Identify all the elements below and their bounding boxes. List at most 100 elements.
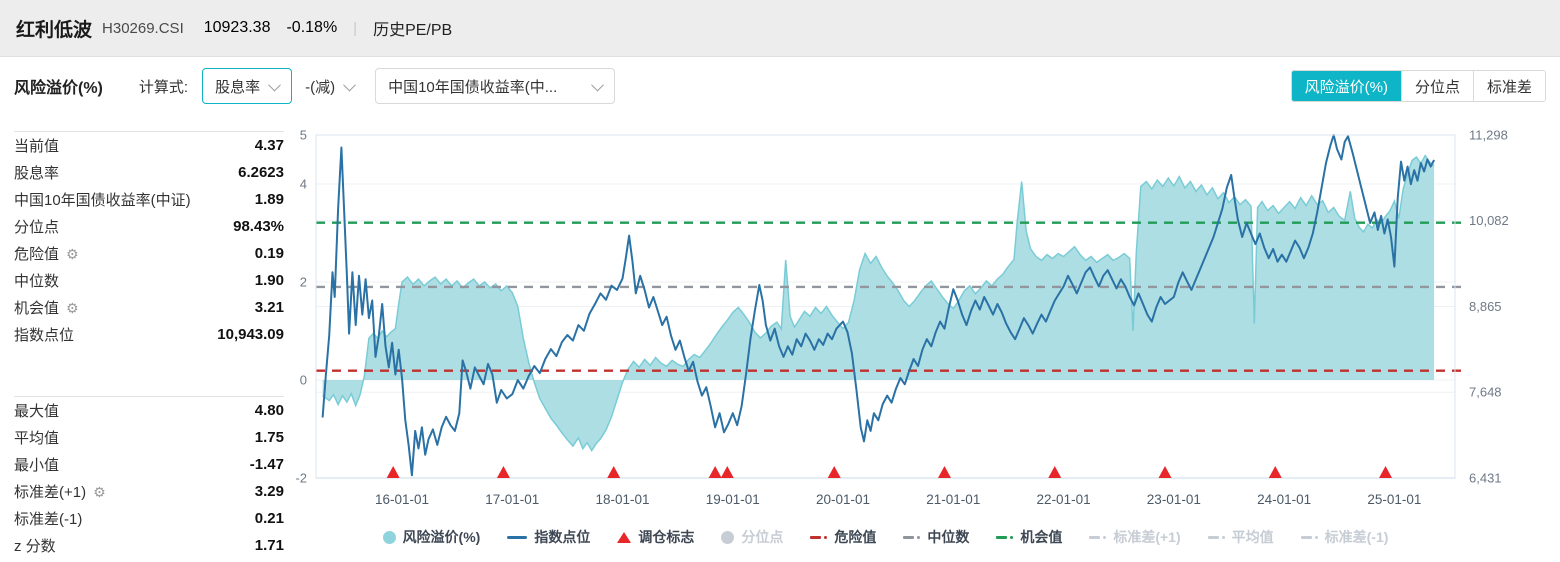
- svg-text:6,431: 6,431: [1469, 471, 1502, 486]
- stat-row: z 分数 1.71: [14, 532, 284, 559]
- rebalance-marker-icon: [386, 466, 400, 478]
- chevron-down-icon: [343, 78, 356, 91]
- svg-text:0: 0: [300, 373, 307, 388]
- stats-group-secondary: 最大值 4.80 平均值 1.75 最小值 -1.47 标准差(+1) ⚙ 3.29 标准差(-1…: [14, 397, 284, 559]
- stat-value: 10,943.09: [217, 326, 284, 343]
- dashdot-marker-icon: [1207, 535, 1225, 539]
- legend-item-3[interactable]: 分位点: [721, 527, 783, 547]
- svg-text:16-01-01: 16-01-01: [375, 492, 429, 507]
- svg-text:25-01-01: 25-01-01: [1367, 492, 1421, 507]
- dividend-yield-select-value: 股息率: [215, 78, 261, 96]
- stat-label: 最小值: [14, 457, 60, 474]
- legend-item-1[interactable]: 指数点位: [507, 527, 590, 547]
- stat-row: 分位点 98.43%: [14, 213, 284, 240]
- view-tab-group: 风险溢价(%) 分位点 标准差: [1290, 70, 1546, 102]
- svg-text:18-01-01: 18-01-01: [596, 492, 650, 507]
- stats-top-divider: [14, 131, 284, 132]
- tab-1[interactable]: 分位点: [1400, 71, 1473, 101]
- chart-svg[interactable]: 5 4 2 0 -2 11,298 10,082 8,865 7,648 6,431 16-01-0…: [0, 115, 1560, 517]
- legend-label: 调仓标志: [638, 529, 695, 545]
- svg-text:21-01-01: 21-01-01: [926, 492, 980, 507]
- legend-item-7[interactable]: 标准差(+1): [1089, 527, 1181, 547]
- stat-label: 股息率: [14, 165, 60, 182]
- legend-item-8[interactable]: 平均值: [1207, 527, 1274, 547]
- gear-icon[interactable]: ⚙: [66, 299, 79, 316]
- stat-label: 平均值: [14, 430, 60, 447]
- operator-select-value: -(减): [305, 78, 336, 96]
- stat-value: 3.29: [254, 483, 284, 500]
- rebalance-marker-icon: [708, 466, 722, 478]
- legend-label: 风险溢价(%): [402, 529, 481, 545]
- index-line: [321, 134, 1435, 477]
- formula-toolbar: 风险溢价(%) 计算式: 股息率 -(减) 中国10年国债收益率(中... 风险…: [0, 57, 1560, 115]
- svg-text:-2: -2: [295, 471, 307, 486]
- rebalance-marker-icon: [1048, 466, 1062, 478]
- legend-item-9[interactable]: 标准差(-1): [1300, 527, 1388, 547]
- risk-premium-chart[interactable]: 5 4 2 0 -2 11,298 10,082 8,865 7,648 6,431 16-01-0…: [0, 115, 1560, 517]
- stat-label: 指数点位: [14, 327, 75, 344]
- svg-text:10,082: 10,082: [1469, 213, 1509, 228]
- legend-label: 标准差(+1): [1113, 529, 1181, 545]
- stat-value: 98.43%: [233, 218, 284, 235]
- legend-label: 分位点: [741, 529, 784, 545]
- stat-row: 机会值 ⚙ 3.21: [14, 294, 284, 321]
- chart-legend: 风险溢价(%) 指数点位 调仓标志 分位点 危险值 中位数 机会值 标准差(+1) 平均值 标准差…: [316, 527, 1455, 547]
- stat-value: 1.75: [254, 429, 284, 446]
- stat-label: 分位点: [14, 219, 60, 236]
- legend-label: 指数点位: [534, 529, 591, 545]
- stat-row: 标准差(+1) ⚙ 3.29: [14, 478, 284, 505]
- stat-label: 当前值: [14, 138, 60, 155]
- legend-item-5[interactable]: 中位数: [903, 527, 969, 547]
- tab-2[interactable]: 标准差: [1472, 71, 1545, 101]
- stat-value: 1.71: [254, 537, 284, 554]
- stats-group-primary: 当前值 4.37 股息率 6.2623 中国10年国债收益率(中证) 1.89 分位点 98.…: [14, 132, 284, 348]
- index-code: H30269.CSI: [102, 19, 184, 37]
- rebalance-marker-icon: [720, 466, 734, 478]
- circle-marker-icon: [721, 530, 735, 544]
- stat-label: 中位数: [14, 273, 60, 290]
- stat-label: 最大值: [14, 403, 60, 420]
- stats-panel: 当前值 4.37 股息率 6.2623 中国10年国债收益率(中证) 1.89 分位点 98.…: [14, 131, 284, 559]
- rebalance-marker-icon: [1268, 466, 1282, 478]
- pe-pb-history-link[interactable]: 历史PE/PB: [373, 22, 453, 39]
- stat-label: 中国10年国债收益率(中证): [14, 192, 191, 209]
- operator-select[interactable]: -(减): [298, 68, 362, 104]
- stat-label: z 分数: [14, 538, 56, 555]
- rebalance-marker-icon: [496, 466, 510, 478]
- svg-text:8,865: 8,865: [1469, 299, 1502, 314]
- svg-text:23-01-01: 23-01-01: [1147, 492, 1201, 507]
- dashdot-marker-icon: [996, 535, 1014, 539]
- stat-value: 0.21: [254, 510, 284, 527]
- bond-yield-select[interactable]: 中国10年国债收益率(中...: [375, 68, 616, 104]
- stat-row: 指数点位 10,943.09: [14, 321, 284, 348]
- stat-label: 危险值: [14, 246, 60, 263]
- index-price: 10923.38: [203, 19, 271, 36]
- stats-middle-divider: [14, 396, 284, 397]
- legend-label: 机会值: [1020, 529, 1063, 545]
- tab-0[interactable]: 风险溢价(%): [1291, 71, 1401, 101]
- dividend-yield-select[interactable]: 股息率: [202, 68, 293, 104]
- legend-item-0[interactable]: 风险溢价(%): [382, 527, 481, 547]
- stat-row: 标准差(-1) 0.21: [14, 505, 284, 532]
- stat-row: 中位数 1.90: [14, 267, 284, 294]
- gear-icon[interactable]: ⚙: [66, 245, 79, 262]
- rebalance-marker-icon: [1379, 466, 1393, 478]
- dashdot-marker-icon: [810, 535, 828, 539]
- svg-text:5: 5: [300, 128, 307, 143]
- svg-text:11,298: 11,298: [1469, 128, 1508, 143]
- svg-text:20-01-01: 20-01-01: [816, 492, 870, 507]
- legend-item-2[interactable]: 调仓标志: [617, 527, 694, 547]
- svg-text:2: 2: [300, 275, 307, 290]
- legend-item-4[interactable]: 危险值: [810, 527, 876, 547]
- index-title: 红利低波: [16, 19, 93, 41]
- stat-value: 1.90: [254, 272, 284, 289]
- stat-row: 股息率 6.2623: [14, 159, 284, 186]
- legend-item-6[interactable]: 机会值: [996, 527, 1062, 547]
- svg-text:4: 4: [300, 177, 307, 192]
- rebalance-marker-icon: [937, 466, 951, 478]
- stat-value: 0.19: [254, 245, 284, 262]
- chevron-down-icon: [268, 78, 281, 91]
- gear-icon[interactable]: ⚙: [93, 483, 106, 500]
- rebalance-marker-icon: [1158, 466, 1172, 478]
- header-bar: 红利低波 H30269.CSI 10923.38 -0.18% | 历史PE/P…: [0, 0, 1560, 57]
